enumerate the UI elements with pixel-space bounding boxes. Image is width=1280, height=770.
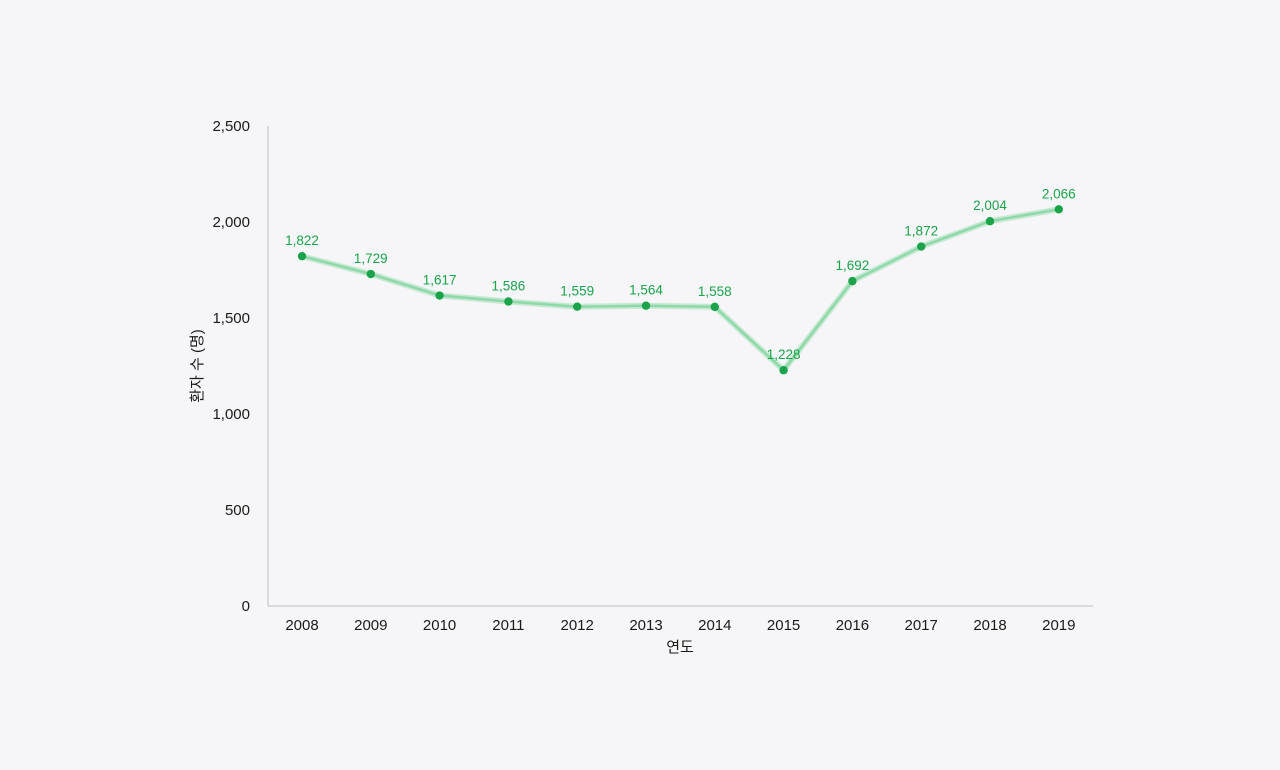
data-point xyxy=(435,291,444,300)
series-line-group xyxy=(299,206,1062,374)
y-tick-label: 1,000 xyxy=(212,406,250,423)
y-tick-label: 500 xyxy=(225,502,250,519)
y-tick-label: 1,500 xyxy=(212,310,250,327)
data-label: 1,692 xyxy=(836,258,870,273)
x-tick-labels: 2008 2009 2010 2011 2012 2013 2014 2015 2016 2017… xyxy=(285,617,1075,634)
data-label: 1,559 xyxy=(560,284,594,299)
x-tick-label: 2008 xyxy=(285,617,318,634)
y-tick-label: 2,000 xyxy=(212,214,250,231)
x-tick-label: 2017 xyxy=(905,617,938,634)
y-tick-label: 2,500 xyxy=(212,118,250,135)
data-labels: 1,822 1,729 1,617 1,586 1,559 1,564 1,558 1,228… xyxy=(285,186,1076,362)
data-label: 1,228 xyxy=(767,347,801,362)
x-tick-label: 2009 xyxy=(354,617,387,634)
x-tick-label: 2014 xyxy=(698,617,731,634)
data-point xyxy=(504,297,513,306)
data-label: 1,822 xyxy=(285,233,319,248)
data-point xyxy=(710,302,719,312)
x-tick-label: 2010 xyxy=(423,617,456,634)
data-label: 1,558 xyxy=(698,284,732,299)
data-points xyxy=(297,205,1064,375)
x-tick-label: 2013 xyxy=(629,617,662,634)
data-label: 2,004 xyxy=(973,198,1007,213)
data-point xyxy=(366,269,375,279)
data-point xyxy=(1054,205,1064,214)
data-point xyxy=(848,276,857,286)
y-axis-title: 환자 수 (명) xyxy=(189,329,206,403)
series-line-halo xyxy=(299,206,1062,374)
data-point xyxy=(917,242,926,251)
x-tick-label: 2016 xyxy=(836,617,869,634)
axes xyxy=(267,126,1093,607)
y-tick-labels: 0 500 1,000 1,500 2,000 2,500 xyxy=(212,118,250,615)
x-axis-title: 연도 xyxy=(666,639,694,656)
data-point xyxy=(985,217,995,226)
x-tick-label: 2011 xyxy=(492,617,524,634)
data-label: 1,586 xyxy=(492,278,526,293)
data-label: 1,564 xyxy=(629,283,663,298)
x-tick-label: 2019 xyxy=(1042,617,1075,634)
data-label: 1,872 xyxy=(904,224,938,239)
data-point xyxy=(573,302,582,311)
data-label: 2,066 xyxy=(1042,186,1076,201)
series-line xyxy=(300,208,1061,372)
data-label: 1,617 xyxy=(423,273,457,288)
data-point xyxy=(641,301,651,310)
x-tick-label: 2018 xyxy=(973,617,1006,634)
x-tick-label: 2012 xyxy=(561,617,594,634)
y-tick-label: 0 xyxy=(242,598,250,615)
data-point xyxy=(297,251,307,261)
data-point xyxy=(779,366,788,375)
data-label: 1,729 xyxy=(354,251,388,266)
x-tick-label: 2015 xyxy=(767,617,800,634)
